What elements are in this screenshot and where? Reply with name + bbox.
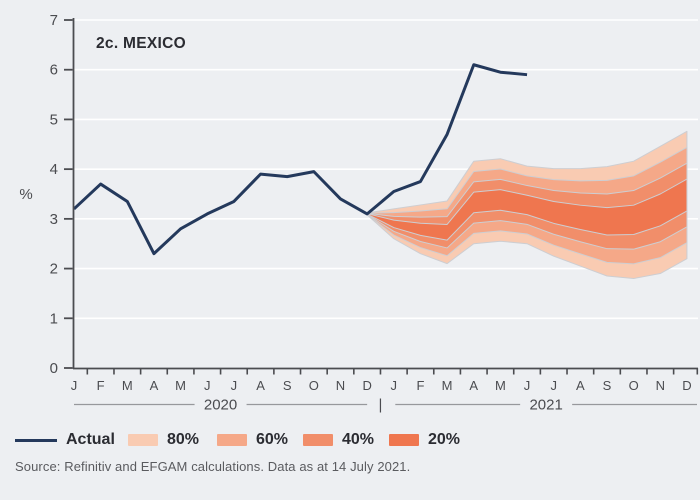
legend-label-40: 40% (342, 431, 375, 448)
actual-line (72, 63, 528, 256)
legend-label-80: 80% (167, 431, 200, 448)
month-label: O (309, 378, 319, 393)
month-label: J (71, 378, 78, 393)
legend: Actual 80% 60% 40% 20% (0, 429, 700, 451)
legend-item-40: 40% (303, 429, 374, 451)
year-separator: | (379, 397, 383, 414)
y-tick-label: 0 (50, 360, 58, 377)
month-label: M (442, 378, 453, 393)
chart-title: 2c. MEXICO (96, 35, 186, 52)
band-60-swatch (217, 434, 247, 446)
month-label: F (416, 378, 424, 393)
legend-label-60: 60% (256, 431, 289, 448)
source-note: Source: Refinitiv and EFGAM calculations… (15, 459, 411, 474)
legend-item-60: 60% (217, 429, 288, 451)
month-label: J (204, 378, 211, 393)
month-label: J (231, 378, 238, 393)
month-label: A (256, 378, 265, 393)
actual-line-swatch (15, 438, 57, 442)
month-label: N (656, 378, 665, 393)
y-tick-label: 1 (50, 310, 58, 327)
legend-item-20: 20% (389, 429, 460, 451)
month-label: D (362, 378, 371, 393)
month-label: F (97, 378, 105, 393)
y-tick-label: 3 (50, 211, 58, 228)
month-label: J (391, 378, 398, 393)
month-label: J (524, 378, 531, 393)
band-20-swatch (389, 434, 419, 446)
month-label: M (175, 378, 186, 393)
legend-item-actual: Actual (15, 429, 115, 451)
month-label: N (336, 378, 345, 393)
y-axis-unit-label: % (19, 186, 32, 203)
month-label: S (283, 378, 292, 393)
month-label: S (603, 378, 612, 393)
legend-label-20: 20% (428, 431, 461, 448)
fan-band-20pct (366, 178, 688, 241)
y-tick-label: 2 (50, 261, 58, 278)
year-label-2020: 2020 (204, 397, 237, 414)
month-label: O (629, 378, 639, 393)
month-label: D (682, 378, 691, 393)
month-label: J (550, 378, 557, 393)
y-tick-label: 5 (50, 111, 58, 128)
y-tick-label: 4 (50, 161, 58, 178)
band-80-swatch (128, 434, 158, 446)
legend-item-80: 80% (128, 429, 199, 451)
month-label: M (122, 378, 133, 393)
month-label: A (576, 378, 585, 393)
y-tick-label: 7 (50, 12, 58, 29)
band-40-swatch (303, 434, 333, 446)
fan-chart: 0 1 2 3 4 5 6 7% J F M A M J J A S O N D J F M A M J J A S O N D 2020 202… (19, 12, 699, 414)
month-label: A (150, 378, 159, 393)
month-label: A (469, 378, 478, 393)
y-tick-label: 6 (50, 62, 58, 79)
year-label-2021: 2021 (529, 397, 562, 414)
month-label: M (495, 378, 506, 393)
legend-label-actual: Actual (66, 431, 115, 448)
